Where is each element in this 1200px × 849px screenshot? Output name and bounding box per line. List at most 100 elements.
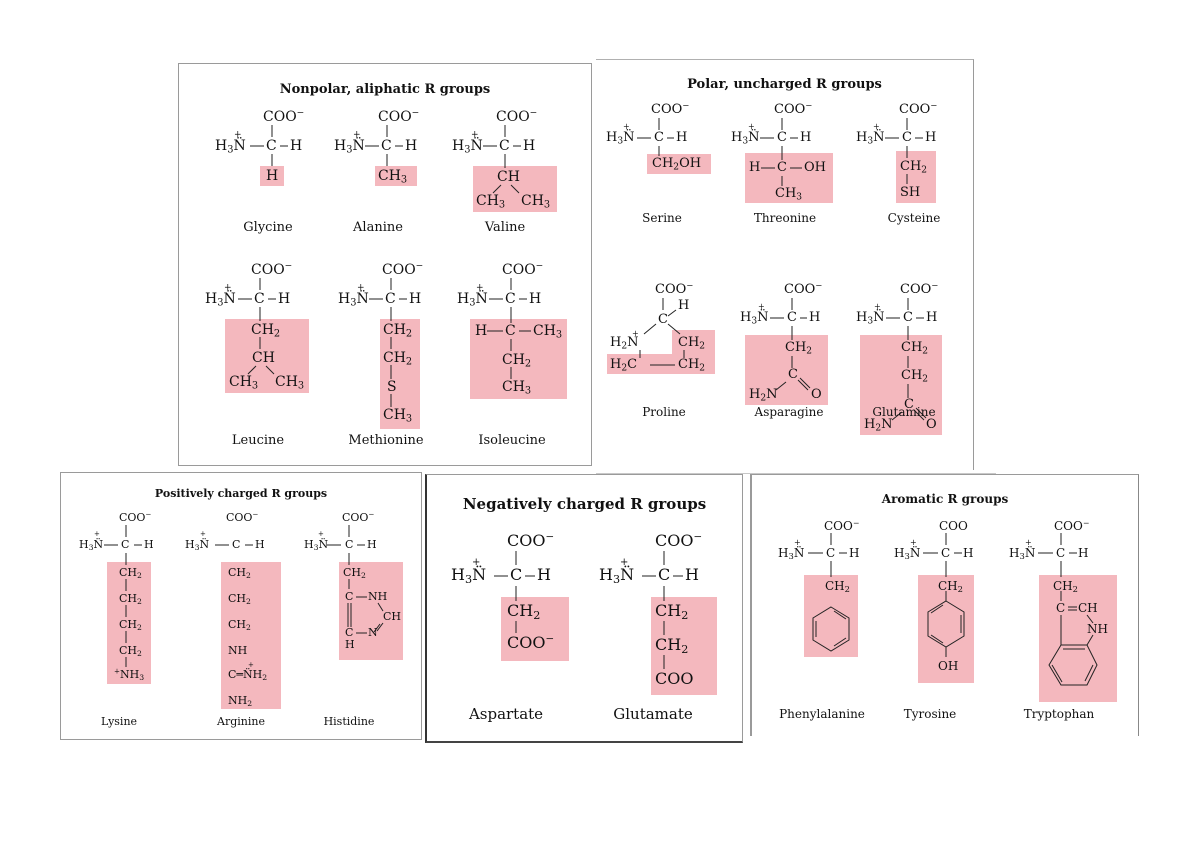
r-group-highlight [745, 335, 828, 405]
alpha-carbon: C [266, 138, 277, 154]
r-group-text: +NH3 [114, 666, 145, 682]
r-group-text: CH2 [507, 601, 541, 622]
alpha-carbon: C [777, 130, 787, 145]
charge-plus: + [471, 130, 479, 140]
r-group-text: CH2 [119, 644, 142, 658]
charge-plus: + [234, 130, 242, 140]
amino-label: H3N̈ [740, 310, 769, 327]
carboxyl-label: COO− [342, 509, 375, 524]
r-group-text: CH3 [383, 407, 413, 425]
amino-acid-name: Glutamate [613, 705, 693, 723]
amino-acid-name: Isoleucine [478, 433, 546, 448]
h-label: H [685, 565, 699, 584]
h-label: H [144, 538, 154, 551]
charge-plus: + [318, 530, 324, 538]
r-group-text: CH2 [901, 340, 929, 357]
alpha-carbon: C [1056, 546, 1066, 560]
divider-line [596, 473, 996, 474]
bond-lines [250, 125, 288, 166]
r-group-text: NH [368, 590, 388, 603]
amino-acid-name: Alanine [353, 220, 403, 235]
h-label: H [405, 138, 418, 154]
r-group-text: H [475, 323, 488, 339]
carboxyl-label: COO− [226, 509, 259, 524]
r-group-text: C [505, 323, 516, 339]
alpha-carbon: C [902, 130, 912, 145]
r-group-text: H [345, 638, 355, 651]
carboxyl-label: COO− [1054, 518, 1090, 533]
r-group-text: CH2 [785, 340, 813, 357]
charge-plus: + [357, 283, 365, 293]
r-group-text: CH2 [655, 601, 689, 622]
h-label: H [290, 138, 303, 154]
carboxyl-label: COO− [263, 108, 305, 125]
amino-label: H3N̈ [304, 538, 329, 552]
alpha-carbon: C [385, 291, 396, 307]
r-group-text: C [777, 160, 787, 175]
r-group-highlight [339, 562, 403, 660]
r-group-text: CH2 [900, 159, 928, 176]
r-group-text: CH2 [251, 322, 281, 340]
amino-label: H3N̈ [457, 291, 488, 309]
alpha-carbon: C [381, 138, 392, 154]
h-label: H [676, 130, 688, 145]
h-label: H [409, 291, 422, 307]
r-group-text: CH3 [275, 374, 305, 392]
r-group-highlight [896, 151, 936, 203]
amino-label: H3N̈ [606, 130, 635, 147]
alpha-carbon: C [826, 546, 836, 560]
bond-lines [808, 533, 850, 652]
bond-lines [483, 125, 521, 194]
charge-plus: + [94, 530, 100, 538]
r-group-text: CH2 [383, 322, 413, 340]
amino-acid-name: Histidine [323, 715, 375, 728]
amino-label: H3N̈ [334, 138, 365, 156]
alpha-carbon: C [510, 565, 523, 584]
r-group-highlight [107, 562, 151, 684]
bond-lines [369, 278, 407, 407]
panel-nonpolar-aliphatic: Nonpolar, aliphatic R groups COO− H3N̈ +… [178, 63, 592, 466]
amino-label: H3N̈ [894, 546, 921, 562]
amino-label: H3N̈ [731, 130, 760, 147]
r-group-text: SH [900, 185, 921, 200]
amino-label: H2N [610, 335, 639, 352]
amino-label: H3N̈ [79, 538, 104, 552]
carboxyl-label: COO [939, 519, 968, 533]
r-group-highlight [860, 335, 942, 435]
r-group-highlight [260, 166, 284, 186]
h-label: H [367, 538, 377, 551]
r-group-text: CH2 [228, 566, 251, 580]
amino-label: H3N̈ [599, 565, 635, 586]
charge-plus: + [632, 329, 639, 338]
r-group-text: CH2 [119, 618, 142, 632]
panel-polar-uncharged: Polar, uncharged R groups COO− H3N̈ + C … [596, 59, 974, 470]
amino-acid-name: Methionine [348, 433, 424, 448]
carboxyl-label: COO− [774, 99, 813, 117]
carboxyl-label: COO− [119, 509, 152, 524]
r-group-text: C [904, 397, 914, 412]
r-group-highlight [1039, 575, 1117, 702]
alpha-carbon: C [658, 565, 671, 584]
r-group-text: NH [228, 644, 248, 657]
amino-acid-name: Threonine [753, 211, 817, 225]
amino-acid-name: Glycine [243, 220, 293, 235]
r-group-text: CH2 [1053, 579, 1078, 595]
alpha-carbon: C [903, 310, 913, 325]
r-group-highlight [501, 597, 569, 661]
r-group-text: CH3 [229, 374, 259, 392]
amino-acid-name: Serine [642, 211, 682, 225]
r-group-text: H2C [610, 357, 638, 374]
h-label: H [278, 291, 291, 307]
r-group-text: C═N̈H2 [228, 668, 268, 682]
charge-plus: + [1025, 538, 1032, 547]
r-group-highlight [221, 562, 281, 709]
r-group-text: CH2 [228, 592, 251, 606]
panel-aromatic: Aromatic R groups COO− H3N̈ + C H CH2 Ph… [750, 474, 1139, 736]
amino-label: H3N̈ [856, 310, 885, 327]
alpha-carbon: C [654, 130, 664, 145]
carboxyl-label: COO− [784, 279, 823, 297]
r-group-text: CH2 [343, 566, 366, 580]
panel-title: Positively charged R groups [154, 487, 328, 500]
r-group-text: CH3 [476, 193, 506, 211]
amino-label: H3N̈ [856, 130, 885, 147]
